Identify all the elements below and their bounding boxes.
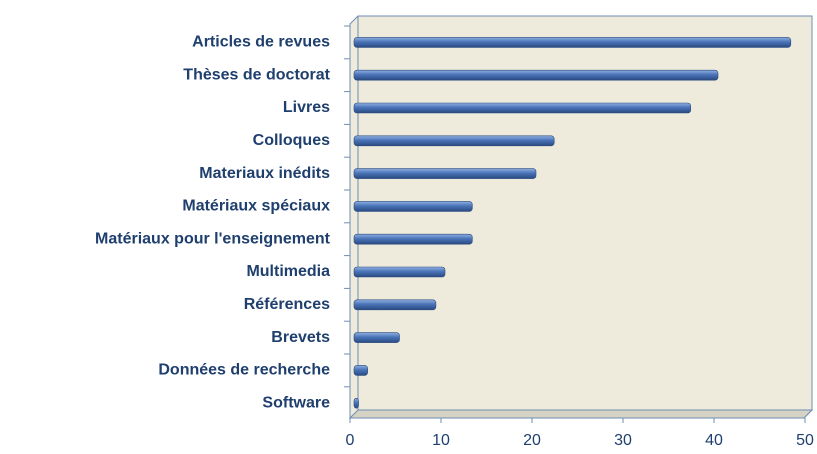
bar — [353, 233, 473, 245]
bar — [353, 168, 537, 179]
x-tick-label: 50 — [796, 432, 814, 449]
x-tick-label: 30 — [614, 432, 632, 449]
bar — [353, 299, 437, 311]
x-tick-label: 0 — [346, 432, 355, 449]
y-tick-label: Livres — [283, 99, 330, 116]
y-tick-label: Données de recherche — [158, 362, 330, 379]
bar — [353, 37, 792, 48]
bar — [353, 201, 473, 212]
floor — [348, 409, 814, 419]
y-tick-label: Multimedia — [246, 263, 330, 280]
y-tick-label: Software — [262, 394, 330, 411]
bar — [353, 69, 719, 81]
bar — [353, 135, 555, 147]
bar — [353, 332, 400, 343]
x-tick-label: 20 — [523, 432, 541, 449]
y-tick-label: Brevets — [271, 329, 330, 346]
bar — [353, 102, 692, 114]
y-tick-label: Matériaux spéciaux — [182, 198, 330, 215]
y-tick-label: Colloques — [253, 132, 330, 149]
bar — [353, 397, 359, 409]
y-tick-label: Références — [244, 296, 330, 313]
x-tick-label: 40 — [705, 432, 723, 449]
x-tick-label: 10 — [432, 432, 450, 449]
bar — [353, 266, 446, 278]
y-tick-label: Thèses de doctorat — [183, 66, 330, 83]
y-tick-label: Matériaux pour l'enseignement — [95, 230, 331, 247]
y-tick-label: Articles de revues — [192, 34, 330, 51]
bar — [353, 365, 368, 376]
y-tick-label: Materiaux inédits — [199, 165, 330, 182]
